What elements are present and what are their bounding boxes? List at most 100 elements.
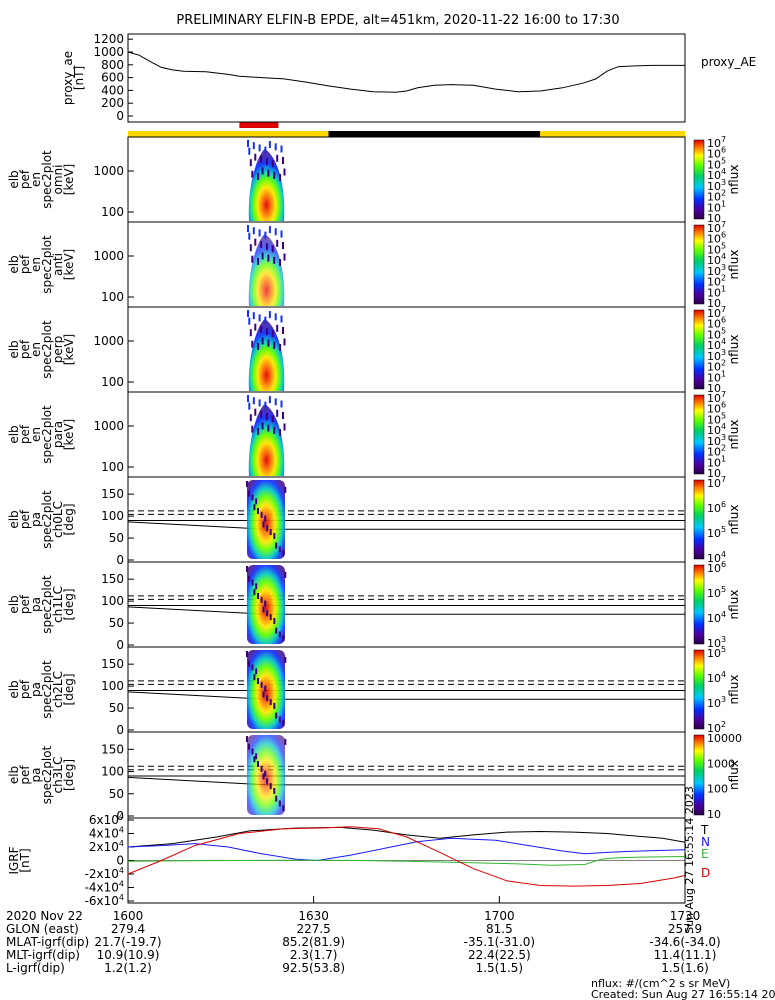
row-label-glon: GLON (east) xyxy=(6,922,79,936)
noise-pixel xyxy=(251,494,254,501)
noise-pixel xyxy=(269,529,272,536)
noise-pixel xyxy=(284,656,287,663)
y-tick-label: 100 xyxy=(101,460,124,474)
noise-pixel xyxy=(271,160,274,168)
spectrogram-blob xyxy=(248,149,285,221)
noise-pixel xyxy=(283,253,286,261)
y-axis-label: pef xyxy=(18,765,32,785)
colorbar-tick-label: 107 xyxy=(707,220,726,235)
noise-pixel xyxy=(247,575,250,582)
colorbar-tick-label: 104 xyxy=(707,670,726,685)
colorbar-tick-label: 10 xyxy=(707,212,721,225)
y-tick-label: 50 xyxy=(109,701,124,715)
y-axis-label: elb xyxy=(7,766,21,784)
noise-pixel xyxy=(253,504,256,511)
colorbar-tick-label: 105 xyxy=(707,241,726,256)
colorbar-tick-label: 106 xyxy=(707,401,726,416)
colorbar-tick-label: 10 xyxy=(707,808,721,821)
noise-pixel xyxy=(276,239,279,247)
y-axis-label: pef xyxy=(18,424,32,444)
noise-pixel xyxy=(247,395,249,402)
y-tick-label: 200 xyxy=(101,96,124,110)
created-note: Created: Sun Aug 27 16:55:14 2023 xyxy=(591,988,775,1000)
y-tick-label: -4x104 xyxy=(85,880,124,895)
y-tick-label: 2x104 xyxy=(89,839,124,854)
colorbar xyxy=(693,224,705,305)
noise-pixel xyxy=(280,145,283,153)
colorbar-tick-label: 103 xyxy=(707,695,726,710)
x-tick-lval: 1.2(1.2) xyxy=(104,961,152,975)
y-axis-label: ch2LC xyxy=(51,671,65,708)
noise-pixel xyxy=(247,225,249,232)
y-tick-label: 150 xyxy=(101,742,124,756)
igrf-line-N xyxy=(127,837,686,862)
proxy-ae-line xyxy=(127,51,685,93)
noise-pixel xyxy=(262,606,265,613)
noise-pixel xyxy=(271,330,274,338)
x-tick-mlat: 85.2(81.9) xyxy=(282,935,345,949)
panel-frame xyxy=(127,646,686,733)
noise-pixel xyxy=(247,140,249,147)
noise-pixel xyxy=(251,664,254,671)
noise-pixel xyxy=(271,415,274,423)
x-tick-time: 1730 xyxy=(670,909,701,923)
colorbar-tick-label: 106 xyxy=(707,560,726,575)
noise-pixel xyxy=(253,589,256,596)
loss-cone-line xyxy=(127,606,685,615)
noise-pixel xyxy=(274,143,277,151)
y-tick-label: 1000 xyxy=(93,249,124,263)
x-tick-mlat: -34.6(-34.0) xyxy=(649,935,720,949)
y-tick-label: 1000 xyxy=(93,164,124,178)
y-tick-label: 150 xyxy=(101,487,124,501)
noise-pixel xyxy=(260,765,263,772)
y-tick-label: 0 xyxy=(116,638,124,652)
noise-pixel xyxy=(248,147,251,155)
colorbar-tick-label: 106 xyxy=(707,500,726,515)
row-label-lval: L-igrf(dip) xyxy=(6,961,65,975)
y-tick-label: 0 xyxy=(116,553,124,567)
noise-pixel xyxy=(260,410,263,418)
x-tick-mlat: -35.1(-31.0) xyxy=(464,935,535,949)
x-tick-time: 1600 xyxy=(113,909,144,923)
noise-pixel xyxy=(282,327,284,334)
noise-pixel xyxy=(258,399,261,407)
noise-pixel xyxy=(267,339,270,347)
row-label-mlt: MLT-igrf(dip) xyxy=(6,948,80,962)
y-axis-label: [keV] xyxy=(62,249,76,280)
noise-pixel xyxy=(276,409,279,417)
noise-pixel xyxy=(265,328,268,336)
noise-pixel xyxy=(249,244,252,252)
noise-pixel xyxy=(273,702,276,709)
x-tick-lval: 1.5(1.5) xyxy=(476,961,524,975)
colorbar-tick-label: 105 xyxy=(707,326,726,341)
colorbar-tick-label: 107 xyxy=(707,390,726,405)
noise-pixel xyxy=(282,720,285,727)
igrf-line-D xyxy=(127,826,686,887)
noise-pixel xyxy=(275,795,278,802)
noise-pixel xyxy=(278,716,281,723)
y-tick-label: 100 xyxy=(101,290,124,304)
colorbar-tick-label: 101 xyxy=(707,199,726,214)
units-note: nflux: #/(cm^2 s sr MeV) xyxy=(591,977,730,990)
y-axis-label: pef xyxy=(18,679,32,699)
colorbar-label: nflux xyxy=(727,590,741,620)
y-axis-label: elb xyxy=(7,170,21,188)
panel-8: elbpefpaspec2plotch3LC[deg]1010010001000… xyxy=(7,731,742,823)
noise-pixel xyxy=(251,170,254,178)
y-tick-label: 6x104 xyxy=(89,812,124,827)
noise-pixel xyxy=(261,167,264,175)
noise-pixel xyxy=(264,685,267,692)
y-axis-label: para xyxy=(51,421,65,448)
y-tick-label: 100 xyxy=(101,509,124,523)
noise-pixel xyxy=(246,566,248,572)
y-tick-label: -6x104 xyxy=(85,893,124,908)
colorbar-tick-label: 103 xyxy=(707,348,726,363)
status-segment xyxy=(328,131,541,137)
x-tick-mlt: 2.3(1.7) xyxy=(290,948,338,962)
noise-pixel xyxy=(262,521,265,528)
noise-pixel xyxy=(278,546,281,553)
noise-pixel xyxy=(264,770,267,777)
